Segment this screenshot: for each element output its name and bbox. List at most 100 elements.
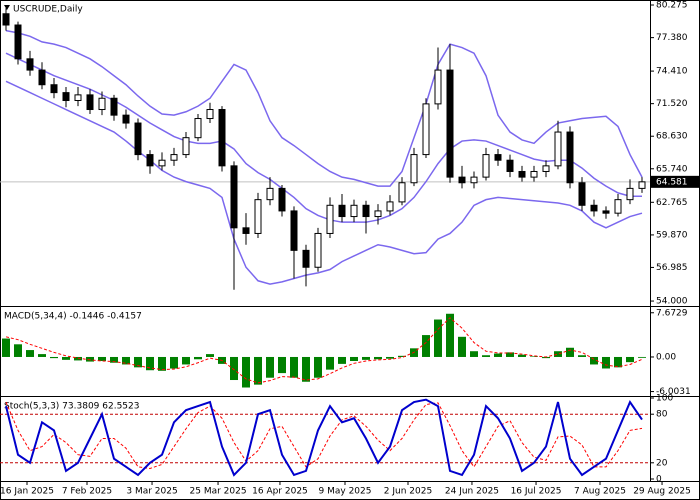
indicator-line	[5, 317, 643, 384]
macd-bar	[614, 356, 622, 368]
macd-bar	[86, 356, 94, 362]
macd-bar	[626, 356, 634, 363]
macd-bar	[338, 356, 346, 364]
macd-bar	[62, 356, 70, 360]
indicator-line	[5, 401, 643, 469]
y-tick-label: 100	[656, 394, 673, 404]
candle-body	[470, 176, 478, 184]
macd-title: MACD(5,34,4) -0.1446 -0.4157	[4, 312, 142, 322]
macd-bar	[14, 344, 22, 357]
macd-bar	[158, 356, 166, 371]
candle-body	[602, 210, 610, 214]
y-tick-label: 20	[656, 458, 668, 468]
candle-body	[590, 204, 598, 212]
macd-bar	[2, 338, 10, 357]
candle-body	[146, 154, 154, 167]
macd-bar	[302, 356, 310, 382]
candle-body	[170, 154, 178, 161]
candle-body	[506, 159, 514, 172]
last-price-label: 64.581	[656, 177, 688, 187]
macd-bar	[182, 356, 190, 365]
candle-body	[458, 176, 466, 184]
candle-body	[86, 94, 94, 111]
macd-bar	[290, 356, 298, 378]
x-tick-label: 2 Jun 2025	[384, 487, 432, 497]
candle-body	[338, 204, 346, 218]
y-tick-label: -6.0031	[656, 387, 691, 397]
candle-body	[242, 227, 250, 234]
candle-body	[134, 122, 142, 156]
macd-bar	[50, 356, 58, 359]
candle-body	[182, 137, 190, 156]
candle-body	[494, 154, 502, 161]
candle-body	[614, 199, 622, 214]
indicator-line	[5, 29, 643, 187]
y-tick-label: 74.410	[656, 67, 688, 77]
macd-bar	[362, 356, 370, 360]
y-tick-label: 62.765	[656, 198, 688, 208]
x-tick-label: 3 Mar 2025	[126, 487, 177, 497]
macd-bar	[506, 352, 514, 357]
macd-bar	[74, 356, 82, 361]
x-tick-label: 16 Jan 2025	[0, 487, 54, 497]
y-tick-label: 65.740	[656, 164, 688, 174]
macd-bar	[638, 356, 646, 358]
y-tick-label: 68.630	[656, 132, 688, 142]
candle-body	[398, 182, 406, 203]
candle-body	[566, 131, 574, 184]
indicator-line	[5, 398, 643, 477]
candle-body	[14, 24, 22, 60]
macd-bar	[446, 313, 454, 357]
candle-body	[326, 204, 334, 234]
candle-body	[122, 114, 130, 124]
candle-body	[218, 109, 226, 167]
x-tick-label: 16 Apr 2025	[252, 487, 308, 497]
candle-body	[254, 199, 262, 234]
macd-bar	[470, 351, 478, 357]
candle-body	[206, 109, 214, 120]
candle-body	[542, 165, 550, 172]
candle-body	[62, 92, 70, 102]
macd-bar	[458, 336, 466, 357]
y-tick-label: 71.520	[656, 99, 688, 109]
y-tick-label: 80	[656, 410, 668, 420]
candle-body	[518, 170, 526, 178]
candle-body	[158, 159, 166, 167]
last-price-box	[651, 175, 699, 188]
y-tick-label: 54.000	[656, 297, 688, 307]
y-tick-label: 0.00	[656, 352, 676, 362]
candle-body	[38, 69, 46, 86]
x-tick-label: 7 Aug 2025	[574, 487, 626, 497]
y-tick-label: 7.6729	[656, 308, 688, 318]
y-tick-label: 59.870	[656, 230, 688, 240]
macd-bar	[542, 356, 550, 359]
macd-bar	[590, 356, 598, 365]
candle-body	[530, 170, 538, 178]
macd-bar	[170, 356, 178, 369]
macd-bar	[266, 356, 274, 378]
candle-body	[290, 210, 298, 251]
macd-bar	[230, 356, 238, 381]
macd-bar	[98, 356, 106, 362]
candle-body	[434, 69, 442, 105]
x-tick-label: 29 Aug 2025	[633, 487, 691, 497]
macd-bar	[146, 356, 154, 371]
candle-body	[110, 97, 118, 116]
candle-body	[482, 154, 490, 178]
macd-bar	[38, 354, 46, 357]
candle-body	[314, 232, 322, 268]
macd-bar	[422, 335, 430, 357]
candle-body	[578, 182, 586, 206]
stoch-title: Stoch(5,3,3) 73.3809 62.5523	[4, 402, 139, 412]
candle-body	[422, 103, 430, 156]
y-tick-label: 56.985	[656, 263, 688, 273]
candle-body	[194, 118, 202, 139]
macd-bar	[254, 356, 262, 385]
candle-body	[554, 131, 562, 167]
candle-body	[50, 84, 58, 94]
macd-bar	[122, 356, 130, 365]
macd-bar	[386, 356, 394, 359]
macd-bar	[26, 350, 34, 357]
macd-bar	[602, 356, 610, 369]
